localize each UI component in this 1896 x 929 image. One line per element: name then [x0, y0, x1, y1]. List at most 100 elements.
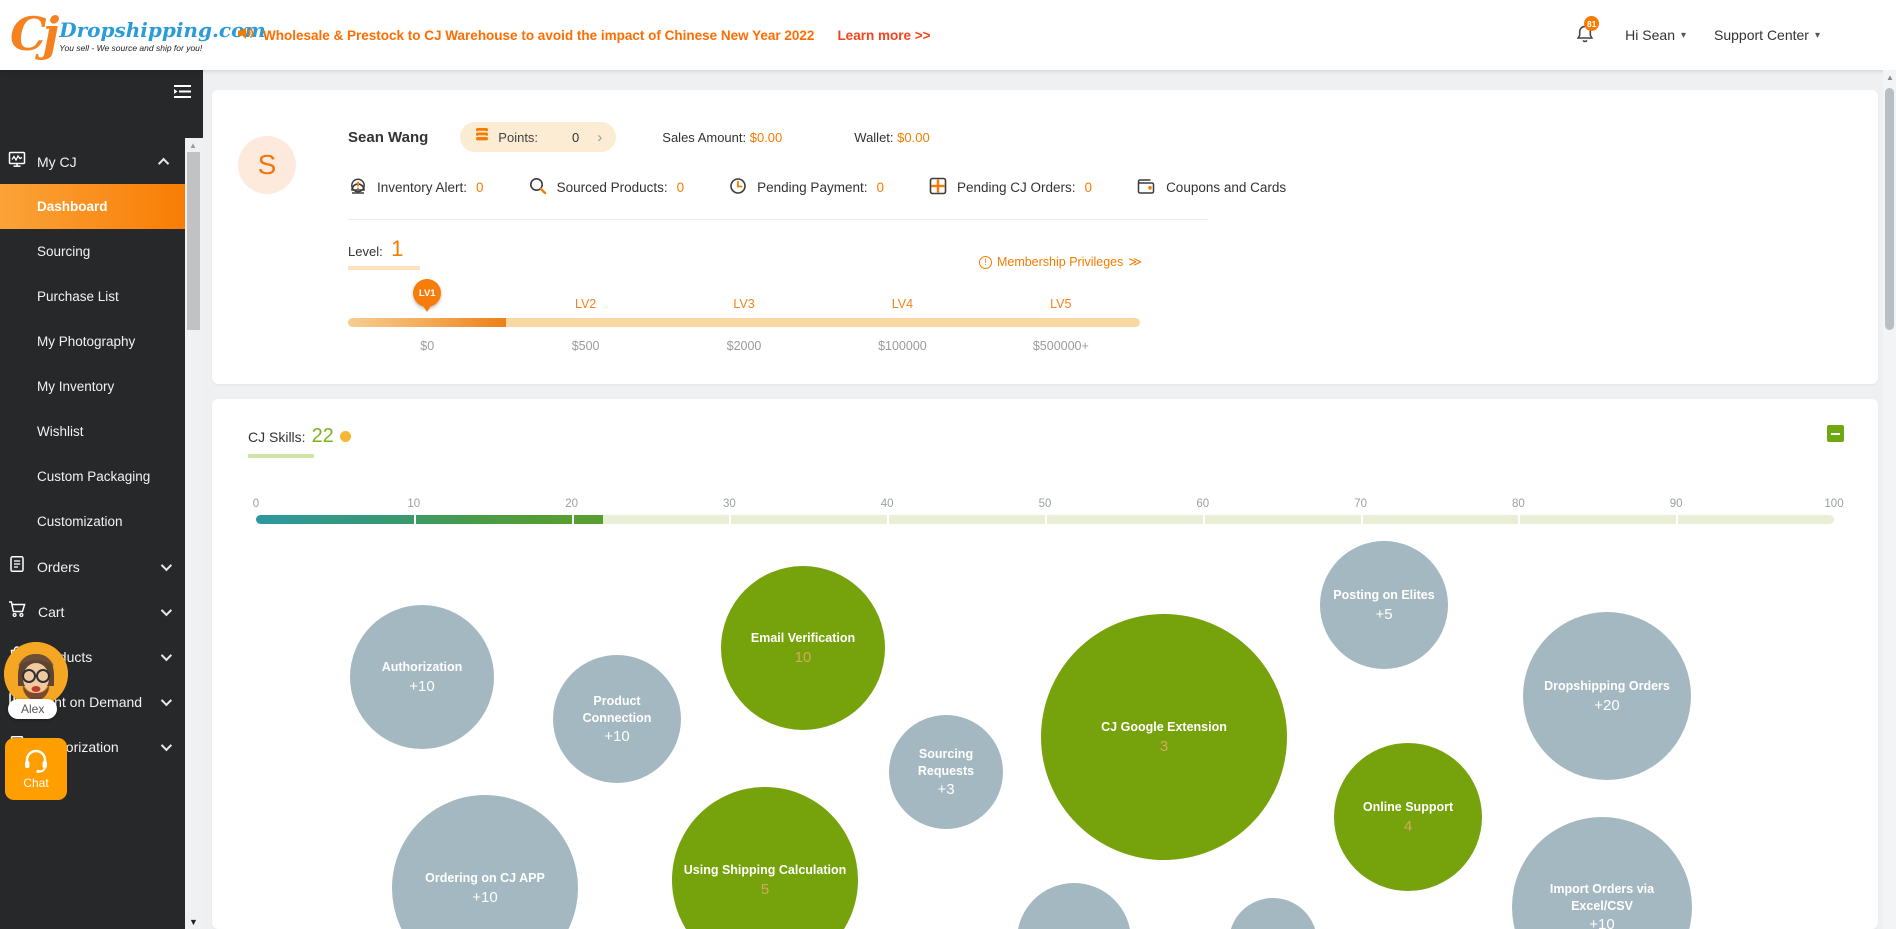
profile-stats-row: Inventory Alert: 0 Sourced Products: 0 Pendi… [348, 176, 1838, 199]
level-underline [348, 266, 420, 270]
bubble-label: Import Orders via Excel/CSV [1549, 881, 1655, 913]
level-track-segment [981, 318, 1141, 327]
points-label: Points: [498, 129, 539, 145]
scroll-up-arrow-icon[interactable]: ▲ [1886, 73, 1894, 82]
scale-divider [1676, 515, 1679, 524]
scale-divider [1518, 515, 1521, 524]
level-name: LV5 [1050, 297, 1072, 311]
membership-privileges-link[interactable]: ! Membership Privileges ≫ [978, 254, 1142, 270]
sidebar-item-my-inventory[interactable]: My Inventory [0, 364, 185, 409]
skill-bubble-email-verification[interactable]: Email Verification 10 [721, 566, 885, 730]
bubble-label: Online Support [1362, 800, 1454, 815]
sidebar-item-label: Sourcing [37, 244, 91, 259]
sidebar-scrollbar-thumb[interactable] [187, 152, 200, 330]
support-center-menu[interactable]: Support Center ▾ [1714, 27, 1820, 43]
stat-coupons-and-cards[interactable]: Coupons and Cards [1136, 176, 1286, 199]
scale-divider [1360, 515, 1363, 524]
sales-amount: Sales Amount: $0.00 [662, 130, 782, 145]
scroll-up-arrow-icon[interactable]: ▲ [189, 141, 197, 150]
skill-bubble-authorization[interactable]: Authorization +10 [350, 605, 494, 749]
stat-pending-cj-orders[interactable]: Pending CJ Orders: 0 [928, 176, 1092, 199]
sidebar-item-sourcing[interactable]: Sourcing [0, 229, 185, 274]
sourced-products-icon [528, 176, 548, 199]
scale-tick-label: 30 [722, 498, 736, 510]
level-name: LV2 [574, 297, 597, 311]
bubble-label: Email Verification [750, 631, 856, 646]
profile-card: S Sean Wang Points: 0 › Sales Amount: $0… [212, 90, 1878, 384]
stat-inventory-alert[interactable]: Inventory Alert: 0 [348, 176, 484, 199]
chat-button[interactable]: Chat [5, 738, 67, 800]
level-track-segment [664, 318, 824, 327]
sidebar-item-my-cj[interactable]: My CJ [0, 139, 185, 184]
skill-bubble-dropshipping-orders[interactable]: Dropshipping Orders +20 [1523, 612, 1691, 780]
sidebar-item-label: Orders [37, 558, 80, 575]
stat-label: Inventory Alert: [377, 180, 468, 195]
user-avatar[interactable]: S [238, 136, 296, 194]
scale-tick-label: 20 [565, 498, 578, 510]
sidebar-item-label: My CJ [37, 153, 77, 170]
skills-title: CJ Skills: [248, 428, 306, 445]
skill-bubble-import-orders-via-excel-csv[interactable]: Import Orders via Excel/CSV +10 [1512, 817, 1692, 929]
sidebar-item-my-photography[interactable]: My Photography [0, 319, 185, 364]
stat-value: 0 [876, 180, 884, 195]
notifications-button[interactable]: 81 [1575, 16, 1600, 47]
sidebar-item-customization[interactable]: Customization [0, 499, 185, 544]
skill-bubble-cj-google-extension[interactable]: CJ Google Extension 3 [1041, 614, 1287, 860]
sidebar-item-label: Dashboard [37, 199, 108, 214]
chevron-down-icon [160, 694, 173, 706]
skill-bubble-product-connection[interactable]: Product Connection +10 [553, 655, 681, 783]
user-name: Sean Wang [348, 128, 429, 146]
skill-bubble[interactable] [1017, 883, 1131, 929]
collapse-sidebar-icon[interactable] [173, 84, 192, 104]
bubble-value: 3 [1159, 737, 1169, 755]
collapse-chart-button[interactable] [1827, 425, 1844, 442]
sidebar-item-cart[interactable]: Cart [0, 589, 185, 634]
scale-divider [1045, 515, 1047, 524]
wallet-label: Wallet: [854, 129, 894, 145]
chevron-down-icon [160, 739, 173, 751]
chevron-down-icon: ▾ [1680, 29, 1687, 41]
sidebar-item-orders[interactable]: Orders [0, 544, 185, 589]
scale-tick-label: 40 [880, 498, 894, 510]
wallet: Wallet: $0.00 [854, 130, 929, 145]
level-name: LV3 [733, 297, 755, 311]
page-scrollbar[interactable]: ▲ [1883, 70, 1896, 929]
skills-bubble-chart: Authorization +10 Product Connection +10 Ema… [212, 399, 1878, 929]
inventory-alert-icon [348, 176, 368, 199]
skill-bubble-ordering-on-cj-app[interactable]: Ordering on CJ APP +10 [392, 795, 578, 929]
scale-divider [571, 515, 574, 524]
chevron-down-icon [160, 559, 173, 571]
user-menu[interactable]: Hi Sean ▾ [1625, 27, 1686, 43]
points-pill[interactable]: Points: 0 › [460, 122, 617, 152]
bubble-label: Using Shipping Calculation [683, 863, 847, 878]
scroll-down-arrow-icon[interactable]: ▼ [189, 917, 198, 927]
stat-sourced-products[interactable]: Sourced Products: 0 [528, 176, 685, 199]
page-scrollbar-thumb[interactable] [1885, 88, 1894, 330]
double-chevron-icon: ≫ [1128, 254, 1142, 269]
learn-more-link[interactable]: Learn more >> [837, 27, 931, 43]
skill-bubble-sourcing-requests[interactable]: Sourcing Requests +3 [889, 715, 1003, 829]
skill-bubble-posting-on-elites[interactable]: Posting on Elites +5 [1320, 541, 1448, 669]
scale-tick-label: 60 [1196, 498, 1210, 510]
sidebar-scrollbar[interactable]: ▲ ▼ [185, 138, 203, 929]
skill-bubble-online-support[interactable]: Online Support 4 [1334, 743, 1482, 891]
level-amount: $500 [571, 339, 600, 353]
cj-logo[interactable]: Cj Dropshipping.com You sell - We source… [10, 11, 266, 57]
sidebar-item-label: My Photography [37, 334, 136, 349]
scale-tick-label: 100 [1824, 498, 1844, 510]
sidebar-item-purchase-list[interactable]: Purchase List [0, 274, 185, 319]
bubble-value: 10 [794, 648, 812, 666]
chat-agent-avatar[interactable] [4, 642, 68, 706]
sidebar-item-dashboard[interactable]: Dashboard [0, 184, 185, 229]
level-segment-lv1: LV1 $0 [348, 278, 507, 353]
pending-cj-orders-icon [928, 176, 948, 199]
stat-pending-payment[interactable]: Pending Payment: 0 [728, 176, 884, 199]
stat-value: 0 [676, 180, 685, 195]
scale-tick-label: 70 [1354, 498, 1367, 510]
skill-bubble-using-shipping-calculation[interactable]: Using Shipping Calculation 5 [672, 787, 858, 929]
sidebar-item-wishlist[interactable]: Wishlist [0, 409, 185, 454]
scale-tick-label: 80 [1511, 498, 1525, 510]
skill-bubble[interactable] [1229, 898, 1317, 929]
sidebar-item-custom-packaging[interactable]: Custom Packaging [0, 454, 185, 499]
bubble-value: +10 [1589, 916, 1615, 929]
